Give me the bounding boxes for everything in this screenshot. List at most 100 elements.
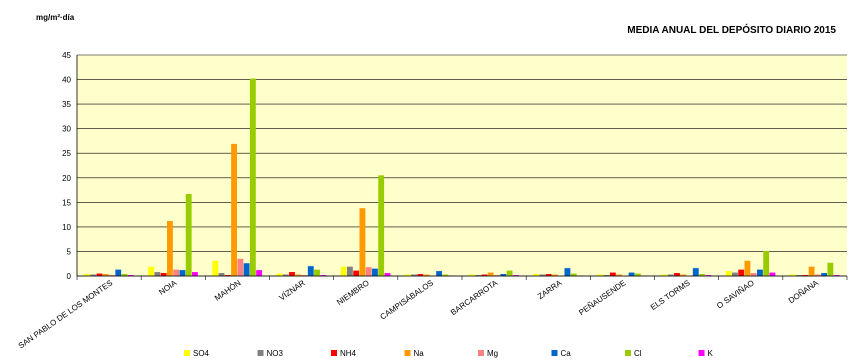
bar-mg-4 — [365, 267, 372, 276]
x-tick-label: NOIA — [157, 278, 179, 297]
x-tick-label: BARCARROTA — [449, 278, 500, 317]
bars — [84, 78, 840, 276]
bar-ca-8 — [628, 272, 635, 276]
bar-na-3 — [295, 274, 302, 276]
bar-nh4-9 — [674, 273, 680, 276]
y-tick-label: 0 — [67, 272, 72, 281]
bar-nh4-6 — [481, 274, 488, 276]
bar-mg-6 — [494, 275, 500, 276]
bar-ca-11 — [821, 273, 828, 276]
bar-cl-1 — [185, 193, 192, 276]
bar-no3-4 — [346, 266, 353, 276]
bar-ca-7 — [564, 268, 571, 276]
x-tick-label: VÍZNAR — [278, 278, 307, 302]
y-tick-labels: 0 5 10 15 20 25 30 35 40 45 — [62, 51, 71, 281]
bar-nh4-3 — [289, 272, 295, 276]
bar-k-1 — [192, 272, 198, 276]
x-tick-label: MAHÓN — [213, 278, 243, 303]
bar-so4-6 — [469, 274, 475, 276]
x-tick-label: PEÑAUSENDE — [577, 278, 627, 317]
bar-no3-3 — [282, 274, 289, 276]
bar-cl-7 — [570, 273, 577, 276]
bar-na-5 — [423, 274, 430, 276]
bar-na-9 — [680, 274, 687, 276]
bar-cl-5 — [442, 274, 449, 276]
legend-swatch-ca — [551, 350, 558, 356]
bar-no3-10 — [731, 272, 738, 276]
y-tick-label: 25 — [62, 149, 71, 158]
bar-no3-5 — [411, 274, 418, 276]
y-tick-label: 5 — [67, 247, 72, 256]
bar-so4-11 — [789, 274, 796, 276]
bar-so4-8 — [597, 274, 604, 276]
bar-so4-7 — [533, 274, 540, 276]
legend-swatch-no3 — [257, 350, 264, 356]
bar-ca-3 — [307, 266, 314, 276]
bar-ca-0 — [115, 269, 122, 276]
bar-na-0 — [102, 274, 109, 276]
bar-ca-1 — [179, 270, 186, 276]
bar-k-4 — [384, 273, 391, 276]
bar-so4-0 — [84, 274, 90, 276]
legend-label-ca: Ca — [561, 349, 572, 358]
legend-swatch-nh4 — [331, 350, 337, 356]
chart-title: MEDIA ANUAL DEL DEPÓSITO DIARIO 2015 — [627, 23, 836, 36]
bar-na-2 — [231, 143, 238, 276]
legend-label-na: Na — [414, 349, 425, 358]
bar-mg-10 — [750, 273, 757, 276]
x-tick-label: CAMPISÁBALOS — [379, 278, 436, 321]
bar-nh4-4 — [353, 270, 360, 276]
bar-ca-9 — [692, 268, 699, 276]
bar-so4-1 — [148, 266, 155, 276]
bar-ca-5 — [436, 271, 443, 276]
legend-label-mg: Mg — [487, 349, 498, 358]
x-tick-label: DOÑANA — [787, 278, 821, 305]
bar-na-11 — [808, 266, 815, 276]
bar-no3-1 — [154, 272, 161, 276]
y-tick-label: 20 — [62, 174, 71, 183]
bar-k-2 — [256, 270, 263, 276]
bar-na-8 — [616, 274, 623, 276]
x-tick-labels: SAN PABLO DE LOS MONTES NOIA MAHÓN VÍZNAR NI… — [17, 278, 821, 350]
bar-k-6 — [512, 275, 519, 276]
bar-cl-4 — [378, 175, 385, 276]
bar-cl-10 — [763, 250, 770, 276]
legend-label-nh4: NH4 — [340, 349, 357, 358]
legend-swatch-cl — [625, 350, 631, 356]
x-tick-label: ZARRA — [536, 278, 564, 301]
bar-no3-8 — [603, 275, 610, 276]
bar-ca-6 — [500, 274, 507, 276]
y-tick-label: 15 — [62, 198, 71, 207]
y-tick-label: 40 — [62, 76, 71, 85]
bar-no3-11 — [796, 275, 803, 276]
bar-mg-3 — [301, 275, 308, 276]
bar-cl-6 — [506, 270, 513, 276]
bar-cl-11 — [827, 262, 834, 276]
legend-label-k: K — [708, 349, 714, 358]
y-tick-label: 30 — [62, 125, 71, 134]
axes — [76, 55, 848, 280]
bar-nh4-0 — [96, 273, 103, 276]
bar-nh4-1 — [160, 273, 167, 276]
bar-cl-0 — [121, 274, 128, 276]
bar-ca-2 — [243, 263, 250, 276]
y-tick-label: 10 — [62, 223, 71, 232]
bar-no3-0 — [90, 274, 97, 276]
gridlines — [77, 54, 847, 277]
x-tick-label: NIEMBRO — [335, 278, 371, 307]
plot-area — [77, 55, 847, 276]
bar-so4-2 — [212, 260, 219, 276]
bar-ca-10 — [757, 269, 763, 276]
legend-label-no3: NO3 — [267, 349, 284, 358]
bar-mg-11 — [814, 274, 821, 276]
bar-so4-4 — [340, 266, 347, 276]
legend-swatch-k — [698, 350, 705, 356]
bar-nh4-5 — [417, 274, 424, 276]
bar-k-9 — [705, 275, 712, 276]
x-tick-label: SAN PABLO DE LOS MONTES — [17, 278, 115, 350]
bar-nh4-11 — [802, 275, 809, 276]
bar-na-1 — [166, 220, 173, 276]
legend-swatch-so4 — [184, 350, 190, 356]
bar-nh4-7 — [545, 274, 552, 276]
